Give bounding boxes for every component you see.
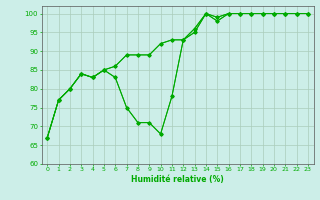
- X-axis label: Humidité relative (%): Humidité relative (%): [131, 175, 224, 184]
